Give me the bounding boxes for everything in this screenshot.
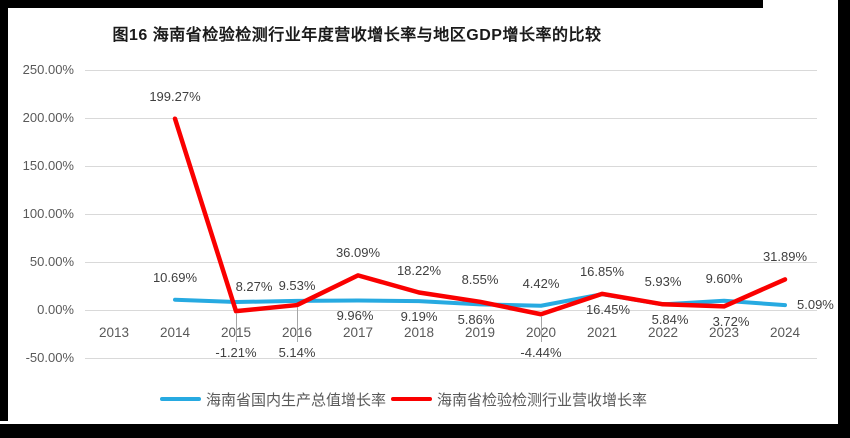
data-label: 8.27% <box>235 279 273 295</box>
data-label: 5.09% <box>797 297 834 313</box>
gridline--50.00% <box>85 357 817 359</box>
legend-label-industry: 海南省检验检测行业营收增长率 <box>437 391 648 409</box>
gdp-growth-line <box>173 292 787 308</box>
gridline-250.00% <box>85 69 817 71</box>
y-axis-tick-label: 200.00% <box>22 110 74 125</box>
chart-title: 图16 海南省检验检测行业年度营收增长率与地区GDP增长率的比较 <box>112 27 602 44</box>
gridline-100.00% <box>85 213 817 215</box>
data-label: -1.21% <box>215 345 257 360</box>
data-label: 9.96% <box>336 308 374 324</box>
data-label: 9.53% <box>278 277 316 293</box>
data-label: 16.45% <box>585 302 631 318</box>
data-label: 199.27% <box>149 88 201 104</box>
y-axis-tick-label: 0.00% <box>37 302 74 317</box>
frame-top-border <box>0 0 763 8</box>
data-label: -4.44% <box>520 345 562 360</box>
gridline-200.00% <box>85 117 817 119</box>
label-leader-line <box>235 313 237 342</box>
legend-swatch-industry-line <box>391 397 433 401</box>
label-leader-line <box>296 307 298 342</box>
frame-right-border <box>838 0 850 438</box>
y-axis-tick-label: 250.00% <box>22 62 74 77</box>
y-axis-tick-label: -50.00% <box>25 350 74 365</box>
data-label: 5.93% <box>644 274 682 290</box>
data-label: 5.84% <box>651 312 689 328</box>
legend-swatch-gdp-line <box>160 397 201 401</box>
x-axis-tick-label-2017: 2017 <box>342 325 374 340</box>
data-label: 10.69% <box>152 269 198 285</box>
y-axis-tick-label: 150.00% <box>22 158 74 173</box>
data-label: 5.14% <box>278 345 316 360</box>
x-axis-tick-label-2024: 2024 <box>769 325 801 340</box>
x-axis-tick-label-2018: 2018 <box>403 325 435 340</box>
legend: 海南省国内生产总值增长率 海南省检验检测行业营收增长率 <box>160 390 648 409</box>
data-label: 8.55% <box>461 271 499 287</box>
legend-label-gdp: 海南省国内生产总值增长率 <box>206 391 387 409</box>
x-axis-tick-label-2014: 2014 <box>159 325 191 340</box>
data-label: 18.22% <box>396 262 442 278</box>
data-label: 31.89% <box>762 249 808 265</box>
data-label: 9.60% <box>705 270 743 286</box>
y-axis-tick-label: 100.00% <box>22 206 74 221</box>
y-axis-tick-label: 50.00% <box>29 254 74 269</box>
x-axis-tick-label-2013: 2013 <box>98 325 130 340</box>
data-label: 16.85% <box>579 263 625 279</box>
label-leader-line <box>540 316 542 342</box>
data-label: 4.42% <box>522 275 560 291</box>
x-axis-tick-label-2022: 2022 <box>647 325 679 340</box>
data-label: 36.09% <box>335 245 381 261</box>
data-label: 9.19% <box>400 309 438 325</box>
frame-left-border <box>0 0 8 421</box>
x-axis-tick-label-2023: 2023 <box>708 325 740 340</box>
data-label: 3.72% <box>712 314 750 330</box>
gridline-150.00% <box>85 165 817 167</box>
x-axis-tick-label-2021: 2021 <box>586 325 618 340</box>
frame-bottom-border <box>0 424 850 438</box>
x-axis-tick-label-2019: 2019 <box>464 325 496 340</box>
data-label: 5.86% <box>457 312 495 328</box>
